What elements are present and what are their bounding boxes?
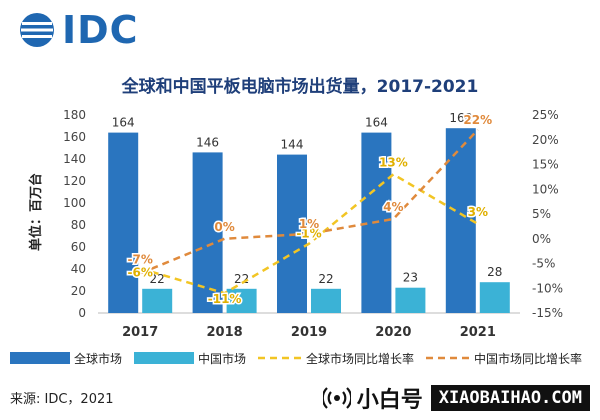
label-china-growth: 4% — [383, 200, 403, 214]
y2-tick-label: -5% — [532, 257, 555, 271]
bar-label-global: 168 — [449, 111, 472, 125]
legend-label-china-growth: 中国市场同比增长率 — [474, 351, 582, 366]
y-tick-label: 100 — [63, 196, 86, 210]
y2-tick-label: 10% — [532, 182, 559, 196]
bar-global — [108, 132, 139, 313]
x-tick-label: 2019 — [291, 325, 327, 340]
watermark-brand: 小白号 XIAOBAIHAO.COM — [322, 383, 590, 413]
y2-tick-label: 5% — [532, 207, 551, 221]
label-china-growth: 22% — [463, 113, 492, 127]
bar-china — [226, 288, 257, 313]
y2-tick-label: 25% — [532, 108, 559, 122]
globe-icon — [20, 13, 54, 47]
label-china-growth: 1% — [299, 217, 319, 231]
chart: 全球和中国平板电脑市场出货量，2017-2021 0 20 40 60 80 100 120 1… — [10, 76, 582, 366]
bar-china — [142, 288, 173, 313]
label-global-growth: -11% — [208, 292, 242, 306]
bar-label-china: 28 — [487, 265, 502, 279]
label-global-growth: -1% — [296, 227, 321, 241]
legend-label-global-growth: 全球市场同比增长率 — [306, 351, 414, 366]
y-tick-label: 40 — [71, 262, 86, 276]
y2-tick-label: 20% — [532, 133, 559, 147]
line-china-growth — [139, 128, 479, 275]
logo-text: IDC — [62, 8, 139, 52]
y-tick-label: 120 — [63, 174, 86, 188]
y2-tick-label: -10% — [532, 281, 563, 295]
y-tick-label: 160 — [63, 130, 86, 144]
y2-tick-label: -15% — [532, 306, 563, 320]
source-note: 来源: IDC，2021 — [10, 392, 114, 407]
bar-label-china: 22 — [318, 272, 333, 286]
y2-tick-label: 0% — [532, 232, 551, 246]
bar-label-global: 144 — [281, 138, 304, 152]
y-tick-label: 180 — [63, 108, 86, 122]
y-tick-label: 140 — [63, 152, 86, 166]
y-tick-label: 0 — [78, 306, 86, 320]
y-axis-label: 单位：百万台 — [28, 173, 44, 251]
x-tick-label: 2018 — [207, 325, 243, 340]
watermark-cn: 小白号 — [356, 388, 423, 413]
label-global-growth: 13% — [379, 155, 408, 169]
legend-label-global: 全球市场 — [74, 351, 122, 366]
bar-label-china: 23 — [403, 271, 418, 285]
bar-china — [311, 288, 341, 313]
y2-tick-label: 15% — [532, 158, 559, 172]
x-tick-label: 2020 — [375, 325, 411, 340]
label-china-growth: 0% — [214, 220, 234, 234]
label-global-growth: -6% — [128, 265, 153, 279]
bar-label-china: 22 — [150, 272, 165, 286]
x-tick-label: 2017 — [122, 325, 158, 340]
bar-label-global: 146 — [196, 135, 219, 149]
bar-china — [479, 282, 510, 313]
broadcast-icon — [322, 387, 351, 409]
chart-title: 全球和中国平板电脑市场出货量，2017-2021 — [121, 76, 479, 97]
bar-label-global: 164 — [365, 116, 388, 130]
label-global-growth: 3% — [468, 205, 488, 219]
bar-china — [395, 287, 426, 313]
bar-label-global: 164 — [112, 116, 135, 130]
x-tick-label: 2021 — [460, 325, 496, 340]
y-tick-label: 20 — [71, 284, 86, 298]
y-tick-label: 80 — [71, 218, 86, 232]
legend-swatch-global — [10, 352, 70, 364]
y-tick-label: 60 — [71, 240, 86, 254]
label-china-growth: -7% — [128, 252, 153, 266]
legend-label-china: 中国市场 — [198, 351, 246, 366]
watermark-en: XIAOBAIHAO.COM — [430, 385, 590, 411]
idc-logo: IDC — [18, 8, 139, 52]
legend-swatch-china — [134, 352, 194, 364]
